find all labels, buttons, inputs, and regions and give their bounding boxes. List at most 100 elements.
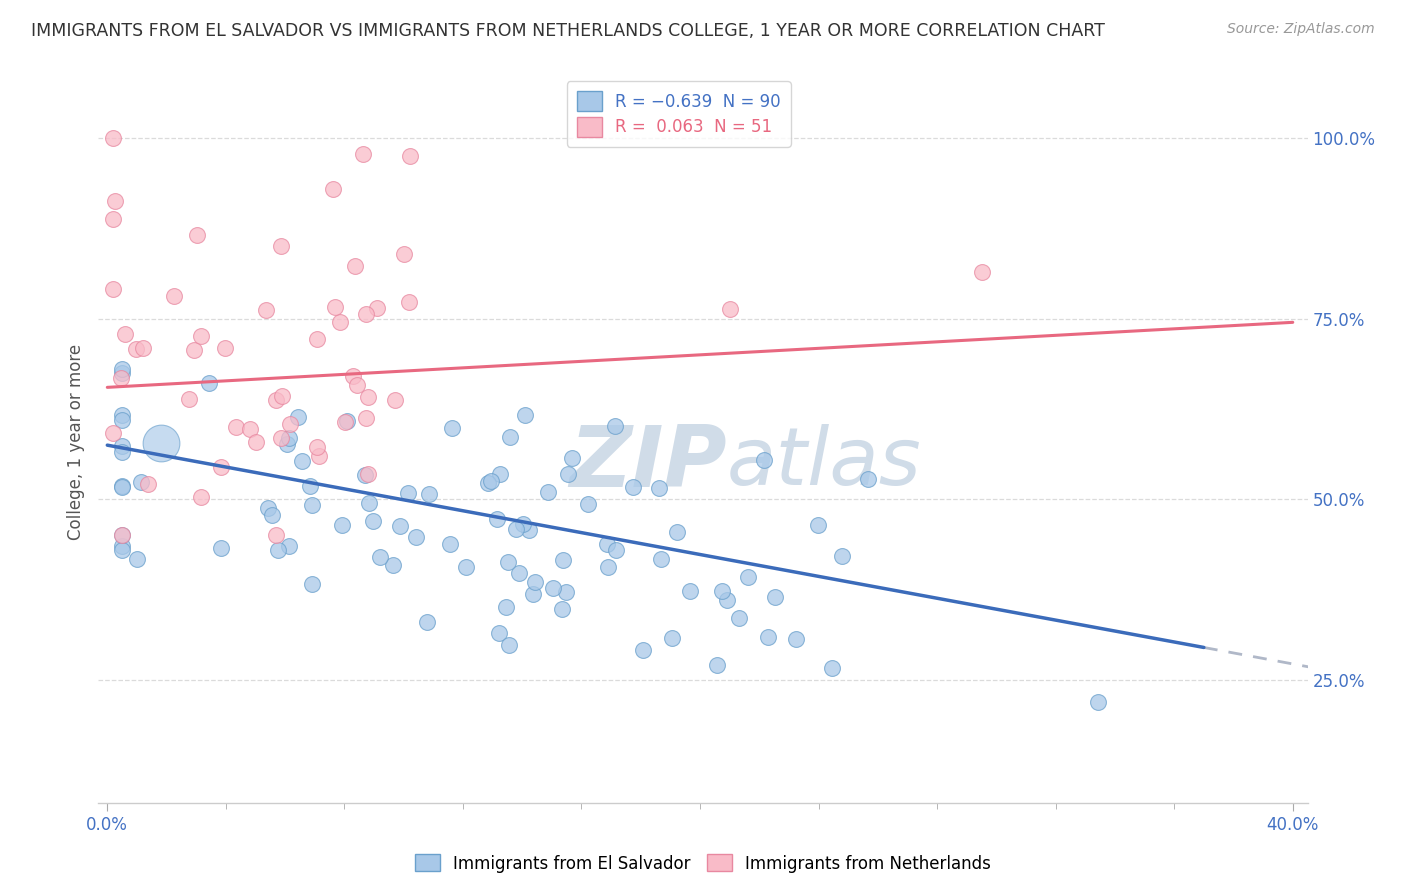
Point	[330, 517, 353, 532]
Point	[103, 131, 125, 145]
Point	[505, 522, 527, 536]
Point	[129, 475, 152, 489]
Point	[262, 508, 284, 522]
Text: IMMIGRANTS FROM EL SALVADOR VS IMMIGRANTS FROM NETHERLANDS COLLEGE, 1 YEAR OR MO: IMMIGRANTS FROM EL SALVADOR VS IMMIGRANT…	[31, 22, 1105, 40]
Point	[111, 413, 134, 427]
Point	[555, 585, 578, 599]
Point	[357, 390, 380, 404]
Point	[110, 371, 132, 385]
Point	[440, 421, 463, 435]
Point	[551, 602, 574, 616]
Point	[209, 460, 232, 475]
Point	[399, 149, 422, 163]
Point	[821, 661, 844, 675]
Point	[307, 332, 329, 346]
Point	[267, 543, 290, 558]
Point	[831, 549, 853, 563]
Point	[498, 638, 520, 652]
Point	[785, 632, 807, 647]
Point	[149, 436, 172, 450]
Point	[384, 392, 406, 407]
Point	[605, 542, 627, 557]
Point	[111, 408, 134, 422]
Point	[666, 524, 689, 539]
Point	[136, 476, 159, 491]
Point	[198, 376, 221, 391]
Point	[291, 454, 314, 468]
Point	[270, 431, 292, 445]
Point	[479, 474, 502, 488]
Point	[363, 514, 385, 528]
Point	[111, 439, 134, 453]
Point	[323, 300, 346, 314]
Point	[277, 539, 299, 553]
Point	[111, 528, 134, 542]
Point	[264, 528, 287, 542]
Point	[498, 430, 520, 444]
Y-axis label: College, 1 year or more: College, 1 year or more	[66, 343, 84, 540]
Point	[752, 453, 775, 467]
Text: ZIP: ZIP	[569, 422, 727, 505]
Point	[111, 542, 134, 557]
Point	[661, 632, 683, 646]
Point	[301, 498, 323, 512]
Point	[305, 440, 328, 454]
Point	[396, 485, 419, 500]
Point	[508, 566, 530, 581]
Point	[557, 467, 579, 481]
Point	[368, 549, 391, 564]
Point	[523, 574, 546, 589]
Point	[111, 362, 134, 376]
Point	[111, 528, 134, 542]
Point	[716, 593, 738, 607]
Point	[111, 367, 134, 381]
Point	[209, 541, 232, 556]
Point	[124, 342, 146, 356]
Point	[183, 343, 205, 358]
Point	[454, 560, 477, 574]
Point	[186, 228, 208, 243]
Point	[382, 558, 405, 573]
Point	[111, 444, 134, 458]
Point	[245, 434, 267, 449]
Point	[336, 414, 359, 428]
Point	[576, 497, 599, 511]
Point	[111, 539, 134, 553]
Point	[711, 584, 734, 599]
Point	[256, 501, 278, 516]
Point	[522, 587, 544, 601]
Point	[537, 484, 560, 499]
Point	[308, 449, 330, 463]
Point	[239, 422, 262, 436]
Point	[807, 517, 830, 532]
Point	[495, 600, 517, 615]
Point	[103, 211, 125, 226]
Point	[333, 416, 356, 430]
Point	[132, 341, 155, 355]
Point	[344, 259, 367, 273]
Point	[329, 315, 352, 329]
Point	[763, 590, 786, 604]
Point	[486, 512, 509, 526]
Point	[264, 393, 287, 408]
Point	[354, 467, 377, 482]
Point	[633, 643, 655, 657]
Point	[416, 615, 439, 630]
Point	[214, 341, 236, 355]
Point	[477, 476, 499, 491]
Point	[111, 479, 134, 493]
Point	[718, 301, 741, 316]
Point	[357, 467, 380, 481]
Point	[287, 409, 309, 424]
Point	[405, 530, 427, 544]
Point	[354, 410, 377, 425]
Point	[179, 392, 201, 406]
Point	[301, 577, 323, 591]
Point	[278, 417, 301, 431]
Point	[596, 537, 619, 551]
Point	[276, 437, 298, 451]
Legend: R = −0.639  N = 90, R =  0.063  N = 51: R = −0.639 N = 90, R = 0.063 N = 51	[567, 81, 790, 146]
Point	[439, 537, 461, 551]
Point	[388, 519, 411, 533]
Point	[1087, 695, 1109, 709]
